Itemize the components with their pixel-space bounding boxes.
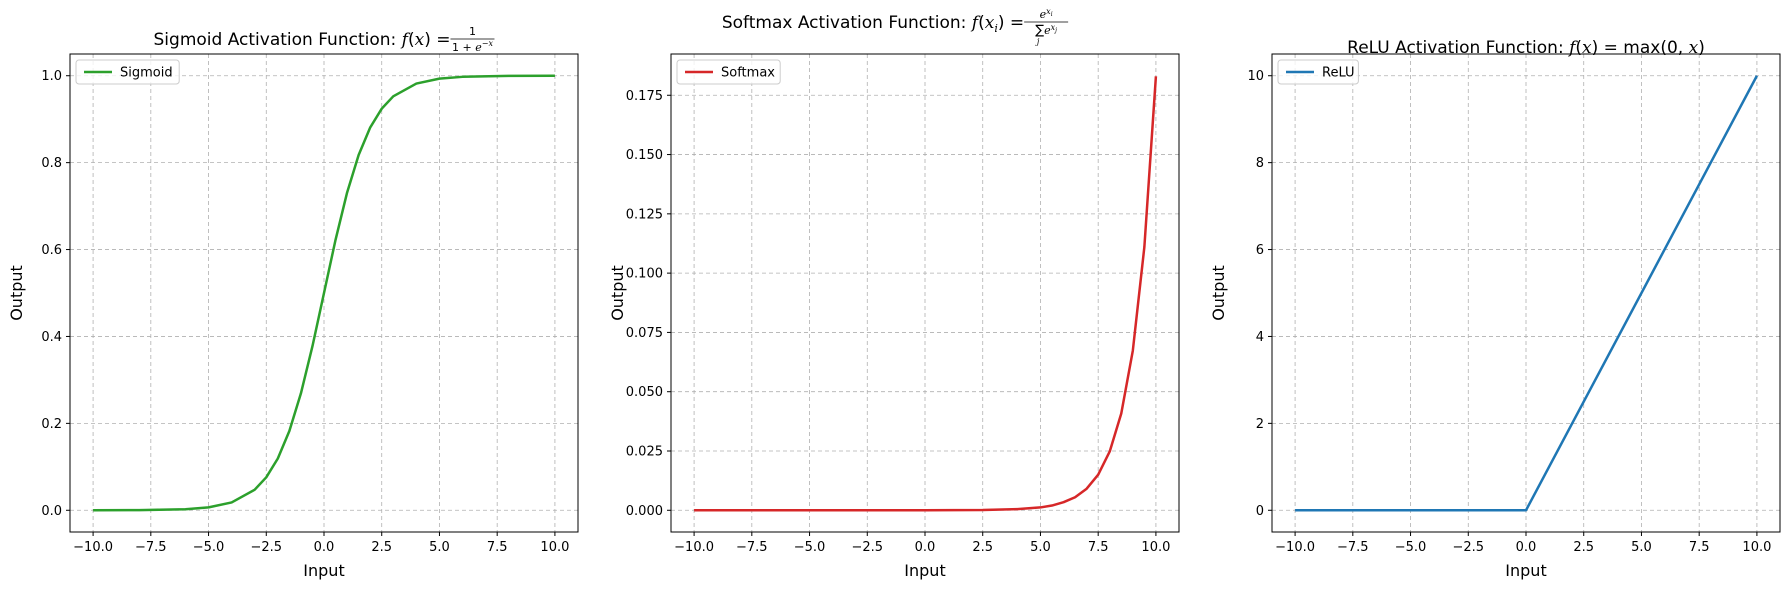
chart-title: Softmax Activation Function: f(xi) = <box>722 13 1024 35</box>
title-formula: ) = max(0, <box>1592 38 1689 58</box>
x-tick-label: −7.5 <box>135 540 167 555</box>
y-tick-label: 10 <box>1247 69 1264 84</box>
relu-chart: −10.0 −7.5 −5.0 −2.5 0.0 2.5 5.0 7.5 10.0 0 2 4 6 8 10… <box>1209 38 1781 580</box>
legend-box <box>676 59 781 85</box>
x-tick-label: −2.5 <box>851 540 883 555</box>
title-formula: ( <box>408 30 415 50</box>
y-tick-label: 0.175 <box>626 89 663 104</box>
x-tick-label: 7.5 <box>487 540 508 555</box>
title-formula: ) = <box>998 13 1024 33</box>
y-tick-label: 0.2 <box>41 417 62 432</box>
x-tick-label: 5.0 <box>1631 540 1652 555</box>
series-line-sigmoid <box>93 74 555 512</box>
x-tick-label: −2.5 <box>1452 540 1484 555</box>
x-axis-label: Input <box>904 561 945 580</box>
x-tick-label: 10.0 <box>1141 540 1170 555</box>
y-axis-label: Output <box>7 265 26 321</box>
legend-label: Sigmoid <box>120 66 173 81</box>
svg-text:1: 1 <box>469 25 476 38</box>
x-tick-label: 2.5 <box>1573 540 1594 555</box>
series-line-softmax <box>694 76 1158 512</box>
svg-text:exi: exi <box>1040 7 1053 21</box>
chart-title: Sigmoid Activation Function: f(x) = <box>154 30 451 50</box>
x-tick-label: −2.5 <box>250 540 282 555</box>
title-formula: x <box>1582 38 1592 58</box>
x-tick-label: 5.0 <box>429 540 450 555</box>
x-tick-label: 2.5 <box>972 540 993 555</box>
x-tick-label: −7.5 <box>736 540 768 555</box>
legend-label: Softmax <box>721 66 775 81</box>
x-tick-label: −10.0 <box>1275 540 1315 555</box>
legend: ReLU <box>1277 59 1359 85</box>
y-tick-label: 0.125 <box>626 207 663 222</box>
title-formula: f <box>1567 38 1578 58</box>
x-tick-label: −5.0 <box>1395 540 1427 555</box>
y-tick-label: 0.0 <box>41 504 62 519</box>
x-axis-label: Input <box>1505 561 1546 580</box>
y-axis-label: Output <box>1209 265 1228 321</box>
y-tick-label: 0.025 <box>626 444 663 459</box>
y-tick-label: 1.0 <box>41 69 62 84</box>
title-formula: ) <box>1698 38 1705 58</box>
legend-box <box>75 59 180 85</box>
softmax-chart: −10.0 −7.5 −5.0 −2.5 0.0 2.5 5.0 7.5 10.0 0.000 0.… <box>608 7 1180 580</box>
title-text: Sigmoid Activation Function: <box>154 30 402 50</box>
legend: Sigmoid <box>75 59 180 85</box>
title-formula: f <box>400 30 411 50</box>
y-tick-label: 8 <box>1256 156 1264 171</box>
series-lines <box>93 74 555 512</box>
svg-text:j: j <box>1035 37 1040 46</box>
y-tick-label: 0.100 <box>626 267 663 282</box>
x-tick-label: −5.0 <box>193 540 225 555</box>
ticks: −10.0 −7.5 −5.0 −2.5 0.0 2.5 5.0 7.5 10.0 0.000 0.… <box>626 89 1171 555</box>
softmax-fraction: exi ∑exj j <box>1024 7 1069 46</box>
y-tick-label: 0.050 <box>626 385 663 400</box>
sigmoid-chart: −10.0 −7.5 −5.0 −2.5 0.0 2.5 5.0 7.5 10.0 0.0 0.2 0… <box>7 25 579 580</box>
y-tick-label: 0.075 <box>626 326 663 341</box>
title-formula: ) = <box>424 30 450 50</box>
y-tick-label: 0.4 <box>41 330 62 345</box>
ticks: −10.0 −7.5 −5.0 −2.5 0.0 2.5 5.0 7.5 10.0 0.0 0.2 0… <box>41 69 569 555</box>
x-tick-label: 10.0 <box>540 540 569 555</box>
y-tick-label: 0.6 <box>41 243 62 258</box>
x-tick-label: −10.0 <box>73 540 113 555</box>
x-tick-label: 0.0 <box>1516 540 1537 555</box>
x-tick-label: −7.5 <box>1337 540 1369 555</box>
x-tick-label: 0.0 <box>915 540 936 555</box>
y-axis-label: Output <box>608 265 627 321</box>
title-text: ReLU Activation Function: <box>1347 38 1569 58</box>
y-tick-label: 0.000 <box>626 504 663 519</box>
x-tick-label: 10.0 <box>1742 540 1771 555</box>
title-formula: ( <box>1575 38 1582 58</box>
x-tick-label: −10.0 <box>674 540 714 555</box>
legend-label: ReLU <box>1322 66 1355 81</box>
title-formula: ( <box>978 13 985 33</box>
y-tick-label: 0 <box>1256 504 1264 519</box>
x-tick-label: 2.5 <box>371 540 392 555</box>
title-formula: f <box>970 13 981 33</box>
y-tick-label: 6 <box>1256 243 1264 258</box>
series-lines <box>694 76 1158 512</box>
x-axis-label: Input <box>303 561 344 580</box>
series-line-relu <box>1295 75 1759 512</box>
y-tick-label: 0.150 <box>626 148 663 163</box>
legend-box <box>1277 59 1359 85</box>
x-tick-label: 5.0 <box>1030 540 1051 555</box>
ticks: −10.0 −7.5 −5.0 −2.5 0.0 2.5 5.0 7.5 10.0 0 2 4 6 8 10 <box>1247 69 1771 555</box>
y-tick-label: 4 <box>1256 330 1264 345</box>
title-text: Softmax Activation Function: <box>722 13 972 33</box>
chart-title: ReLU Activation Function: f(x) = max(0, … <box>1347 38 1705 58</box>
x-tick-label: −5.0 <box>794 540 826 555</box>
y-tick-label: 2 <box>1256 417 1264 432</box>
title-formula: x <box>415 30 425 50</box>
legend: Softmax <box>676 59 781 85</box>
grid-lines <box>671 54 1179 532</box>
x-tick-label: 0.0 <box>314 540 335 555</box>
x-tick-label: 7.5 <box>1689 540 1710 555</box>
y-tick-label: 0.8 <box>41 156 62 171</box>
x-tick-label: 7.5 <box>1088 540 1109 555</box>
title-formula: x <box>1689 38 1699 58</box>
series-lines <box>1295 75 1759 512</box>
